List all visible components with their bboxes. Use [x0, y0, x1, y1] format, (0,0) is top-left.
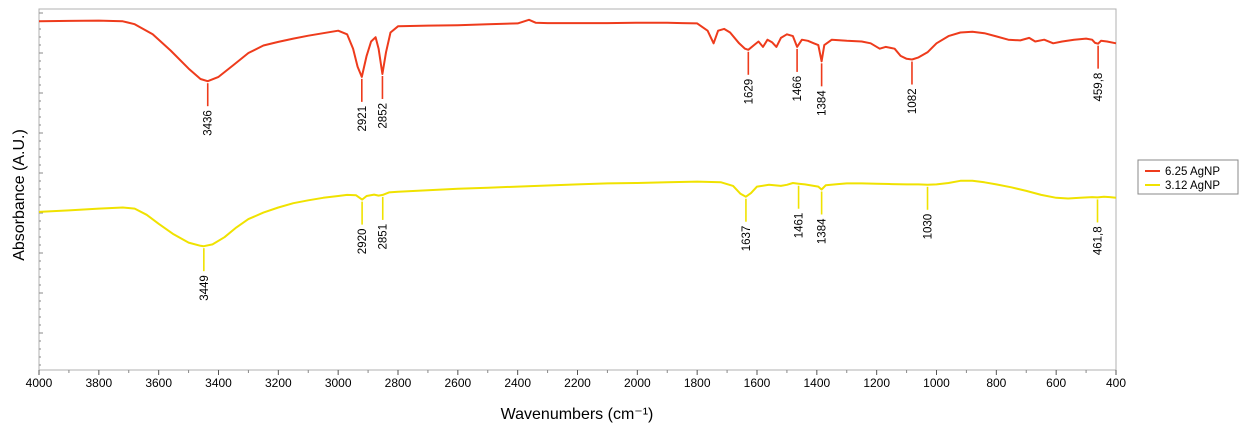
x-tick-label: 2200: [564, 376, 591, 390]
x-tick-label: 2800: [385, 376, 412, 390]
x-tick-label: 600: [1046, 376, 1066, 390]
peak-label: 2920: [357, 229, 369, 255]
x-tick-label: 2600: [444, 376, 471, 390]
x-tick-label: 1800: [684, 376, 711, 390]
peak-label: 1030: [923, 214, 935, 240]
x-tick-label: 3200: [265, 376, 292, 390]
series-layer: 3436 2921 2852 1629 1466 1384 1082 459,8 3449 292…: [38, 18, 1117, 301]
x-tick-label: 400: [1106, 376, 1126, 390]
plot-frame: [38, 8, 1117, 371]
x-axis: 4000 3800 3600 3400 3200 3000 2800 2600 2400 2200…: [26, 370, 1126, 390]
x-tick-label: 800: [986, 376, 1006, 390]
peak-label: 1384: [817, 90, 829, 116]
x-tick-label: 1200: [863, 376, 890, 390]
legend-label: 3.12 AgNP: [1165, 180, 1220, 192]
series-line: [38, 179, 1117, 248]
x-tick-label: 2400: [504, 376, 531, 390]
x-tick-label: 3600: [145, 376, 172, 390]
x-tick-label: 2000: [624, 376, 651, 390]
x-tick-label: 3400: [205, 376, 232, 390]
x-tick-label: 1400: [803, 376, 830, 390]
peak-label: 1637: [741, 226, 753, 252]
x-tick-label: 1600: [744, 376, 771, 390]
peak-label: 2921: [357, 106, 369, 132]
x-tick-label: 4000: [26, 376, 53, 390]
x-tick-label: 3800: [85, 376, 112, 390]
y-axis-ticks: [39, 12, 43, 366]
legend-box: [1137, 159, 1239, 195]
series-line: [38, 18, 1117, 83]
peak-label: 1466: [792, 76, 804, 102]
x-axis-title: Wavenumbers (cm⁻¹): [501, 406, 654, 423]
x-tick-label: 3000: [325, 376, 352, 390]
peak-label: 3436: [203, 110, 215, 136]
legend: 6.25 AgNP 3.12 AgNP: [1137, 159, 1239, 195]
peak-label: 461,8: [1093, 226, 1105, 255]
peak-label: 1384: [817, 218, 829, 244]
peak-label: 1461: [794, 213, 806, 239]
peak-label: 1082: [907, 89, 919, 115]
peak-label: 1629: [743, 79, 755, 105]
peak-label: 2852: [377, 103, 389, 129]
x-tick-label: 1000: [923, 376, 950, 390]
y-axis-title: Absorbance (A.U.): [11, 129, 28, 261]
series-2: 3449 2920 2851 1637 1461 1384 1030 461,8: [38, 179, 1117, 301]
peak-label: 3449: [199, 275, 211, 301]
series-1: 3436 2921 2852 1629 1466 1384 1082 459,8: [38, 18, 1117, 136]
peak-label: 459,8: [1093, 73, 1105, 102]
legend-label: 6.25 AgNP: [1165, 166, 1220, 178]
peak-label: 2851: [378, 224, 390, 250]
